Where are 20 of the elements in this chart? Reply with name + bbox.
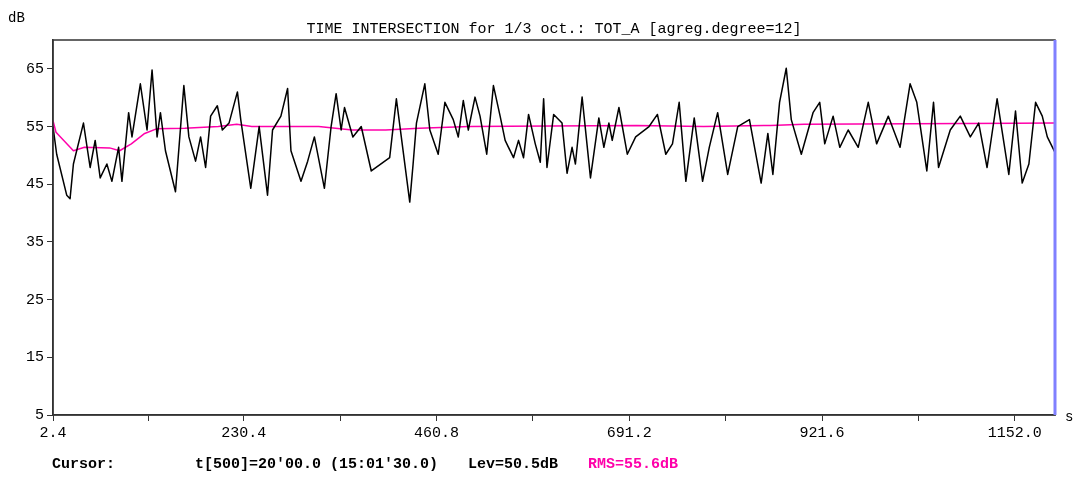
text: t[500]=20'00.0 (15:01'30.0) (195, 456, 439, 473)
text: Cursor: (52, 456, 116, 473)
text: Lev=50.5dB (468, 456, 559, 473)
x-tick-label: 460.8 (414, 424, 460, 442)
y-tick-label: 15 (25, 349, 44, 367)
x-axis-title: s (1065, 409, 1074, 425)
y-tick-label: 35 (25, 233, 44, 251)
y-tick-label: 25 (25, 291, 44, 309)
x-tick-label: 921.6 (799, 424, 845, 442)
text: RMS=55.6dB (588, 456, 679, 473)
x-tick-label: 230.4 (221, 424, 267, 442)
y-tick-label: 65 (25, 60, 44, 78)
y-axis-title: dB (8, 10, 25, 26)
x-tick-label: 2.4 (39, 424, 67, 442)
chart-title: TIME INTERSECTION for 1/3 oct.: TOT_A [agreg.degree=12] (306, 21, 802, 38)
y-tick-label: 5 (34, 406, 44, 424)
x-tick-label: 691.2 (606, 424, 652, 442)
x-tick-label: 1152.0 (987, 424, 1042, 442)
y-tick-label: 55 (25, 118, 44, 136)
y-tick-label: 45 (25, 176, 44, 194)
